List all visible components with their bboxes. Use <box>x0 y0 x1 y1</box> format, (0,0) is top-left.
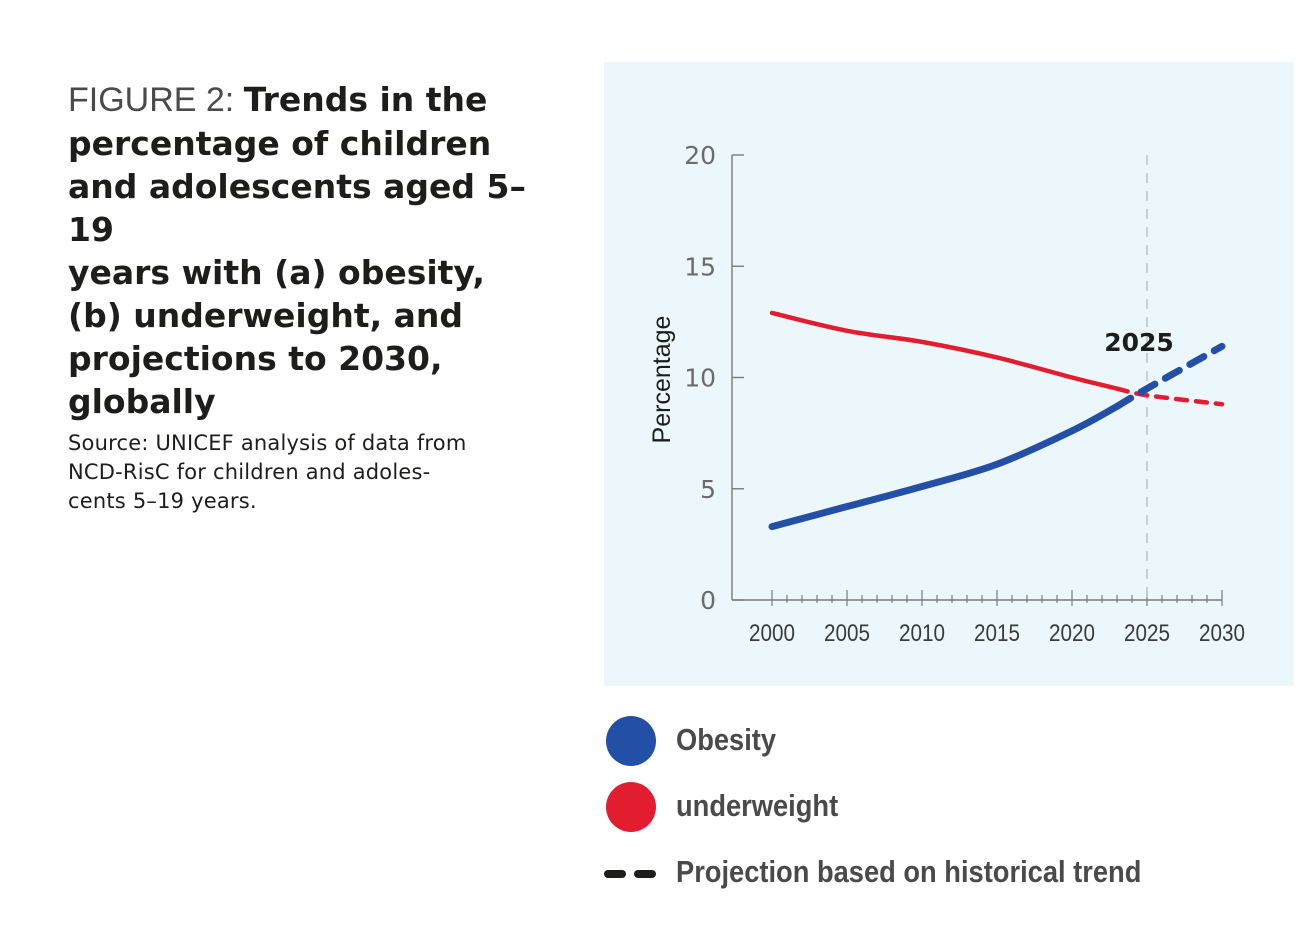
obesity-swatch-icon <box>606 716 656 766</box>
figure-title-line: (b) underweight, and <box>68 296 464 335</box>
legend-item-projection: Projection based on historical trend <box>604 844 1294 910</box>
y-axis-title: Percentage <box>648 316 676 444</box>
reference-line-label: 2025 <box>1104 328 1174 357</box>
figure-title-line: Trends in the <box>243 80 488 119</box>
figure-title-line: years with (a) obesity, <box>68 253 485 292</box>
legend-label: underweight <box>676 788 839 823</box>
x-tick-label: 2000 <box>749 620 795 647</box>
series-line-underweight <box>769 310 1120 391</box>
x-tick-label: 2010 <box>899 620 945 647</box>
figure-number: FIGURE 2: <box>68 81 244 119</box>
figure-source-line: cents 5–19 years. <box>68 489 257 513</box>
legend: Obesity underweight Projection based on … <box>604 712 1294 910</box>
series-lines <box>768 310 1226 531</box>
chart-labels: Percentage 2025 <box>648 316 1174 444</box>
y-tick-label: 20 <box>684 141 716 170</box>
chart-panel: 0 5 10 15 20 2000 2005 2010 2015 2020 2025 2030 Per… <box>604 62 1294 686</box>
dashed-line-icon <box>604 870 658 878</box>
legend-label: Obesity <box>676 722 777 757</box>
underweight-swatch-icon <box>606 782 656 832</box>
line-chart: 0 5 10 15 20 2000 2005 2010 2015 2020 2025 2030 Per… <box>648 141 1245 646</box>
y-tick-label: 10 <box>684 364 716 393</box>
legend-item-underweight: underweight <box>604 778 1294 844</box>
figure-title: FIGURE 2: Trends in the percentage of ch… <box>68 78 568 423</box>
projection-line-underweight <box>1114 386 1225 407</box>
figure-source-line: Source: UNICEF analysis of data from <box>68 431 467 455</box>
figure-source-line: NCD-RisC for children and adoles- <box>68 460 431 484</box>
x-tick-label: 2025 <box>1124 620 1170 647</box>
series-line-obesity <box>768 402 1121 531</box>
x-tick-label: 2005 <box>824 620 870 647</box>
y-tick-label: 15 <box>684 252 716 281</box>
x-tick-label: 2015 <box>974 620 1020 647</box>
figure-title-line: globally <box>68 382 216 421</box>
axes: 0 5 10 15 20 2000 2005 2010 2015 2020 2025 2030 <box>684 141 1245 646</box>
figure-title-line: projections to 2030, <box>68 339 443 378</box>
x-tick-label: 2020 <box>1049 620 1095 647</box>
figure-header: FIGURE 2: Trends in the percentage of ch… <box>68 78 568 516</box>
legend-label: Projection based on historical trend <box>676 854 1142 889</box>
y-tick-label: 5 <box>700 475 716 504</box>
figure-source: Source: UNICEF analysis of data from NCD… <box>68 429 568 516</box>
legend-item-obesity: Obesity <box>604 712 1294 778</box>
projection-line-obesity <box>1113 342 1226 410</box>
figure-title-line: and adolescents aged 5–19 <box>68 167 526 249</box>
figure-title-line: percentage of children <box>68 124 492 163</box>
x-tick-label: 2030 <box>1199 620 1245 647</box>
y-tick-label: 0 <box>700 586 716 615</box>
